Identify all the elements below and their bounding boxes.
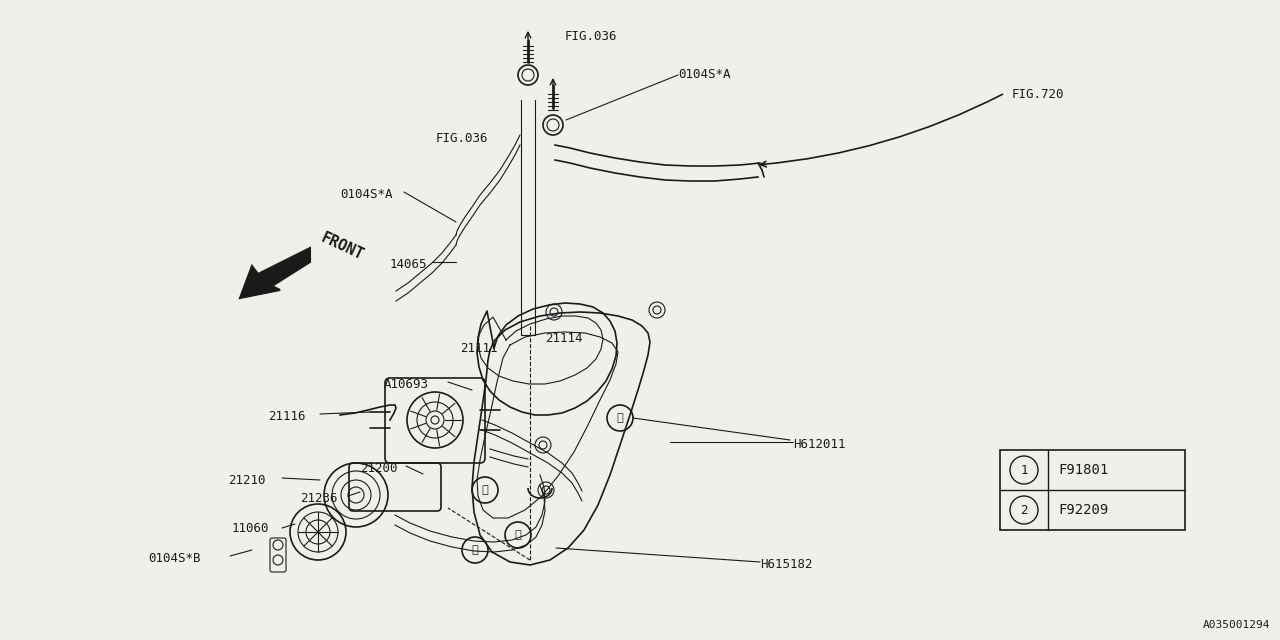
Text: 21111: 21111 xyxy=(460,342,498,355)
Text: 21116: 21116 xyxy=(268,410,306,423)
Text: H615182: H615182 xyxy=(760,558,813,571)
Text: 0104S*B: 0104S*B xyxy=(148,552,201,565)
Text: 0104S*A: 0104S*A xyxy=(340,188,393,201)
Text: 21200: 21200 xyxy=(360,462,398,475)
Text: 21114: 21114 xyxy=(545,332,582,345)
Text: FRONT: FRONT xyxy=(317,230,366,263)
Text: ①: ① xyxy=(617,413,623,423)
Text: FIG.036: FIG.036 xyxy=(435,132,488,145)
Bar xyxy=(1000,450,1185,530)
Text: 21210: 21210 xyxy=(228,474,265,487)
Text: A035001294: A035001294 xyxy=(1202,620,1270,630)
Text: 11060: 11060 xyxy=(232,522,270,535)
Text: FIG.720: FIG.720 xyxy=(1012,88,1065,101)
Text: 21236: 21236 xyxy=(300,492,338,505)
Text: H612011: H612011 xyxy=(794,438,846,451)
Text: ②: ② xyxy=(515,530,521,540)
Text: ②: ② xyxy=(471,545,479,555)
Text: F92209: F92209 xyxy=(1059,503,1108,517)
Polygon shape xyxy=(241,248,310,298)
Text: FIG.036: FIG.036 xyxy=(564,30,617,43)
Text: A10693: A10693 xyxy=(384,378,429,391)
Text: F91801: F91801 xyxy=(1059,463,1108,477)
Text: 0104S*A: 0104S*A xyxy=(678,68,731,81)
Text: 1: 1 xyxy=(1020,463,1028,477)
Text: ①: ① xyxy=(481,485,489,495)
Text: 14065: 14065 xyxy=(390,258,428,271)
Text: 2: 2 xyxy=(1020,504,1028,516)
